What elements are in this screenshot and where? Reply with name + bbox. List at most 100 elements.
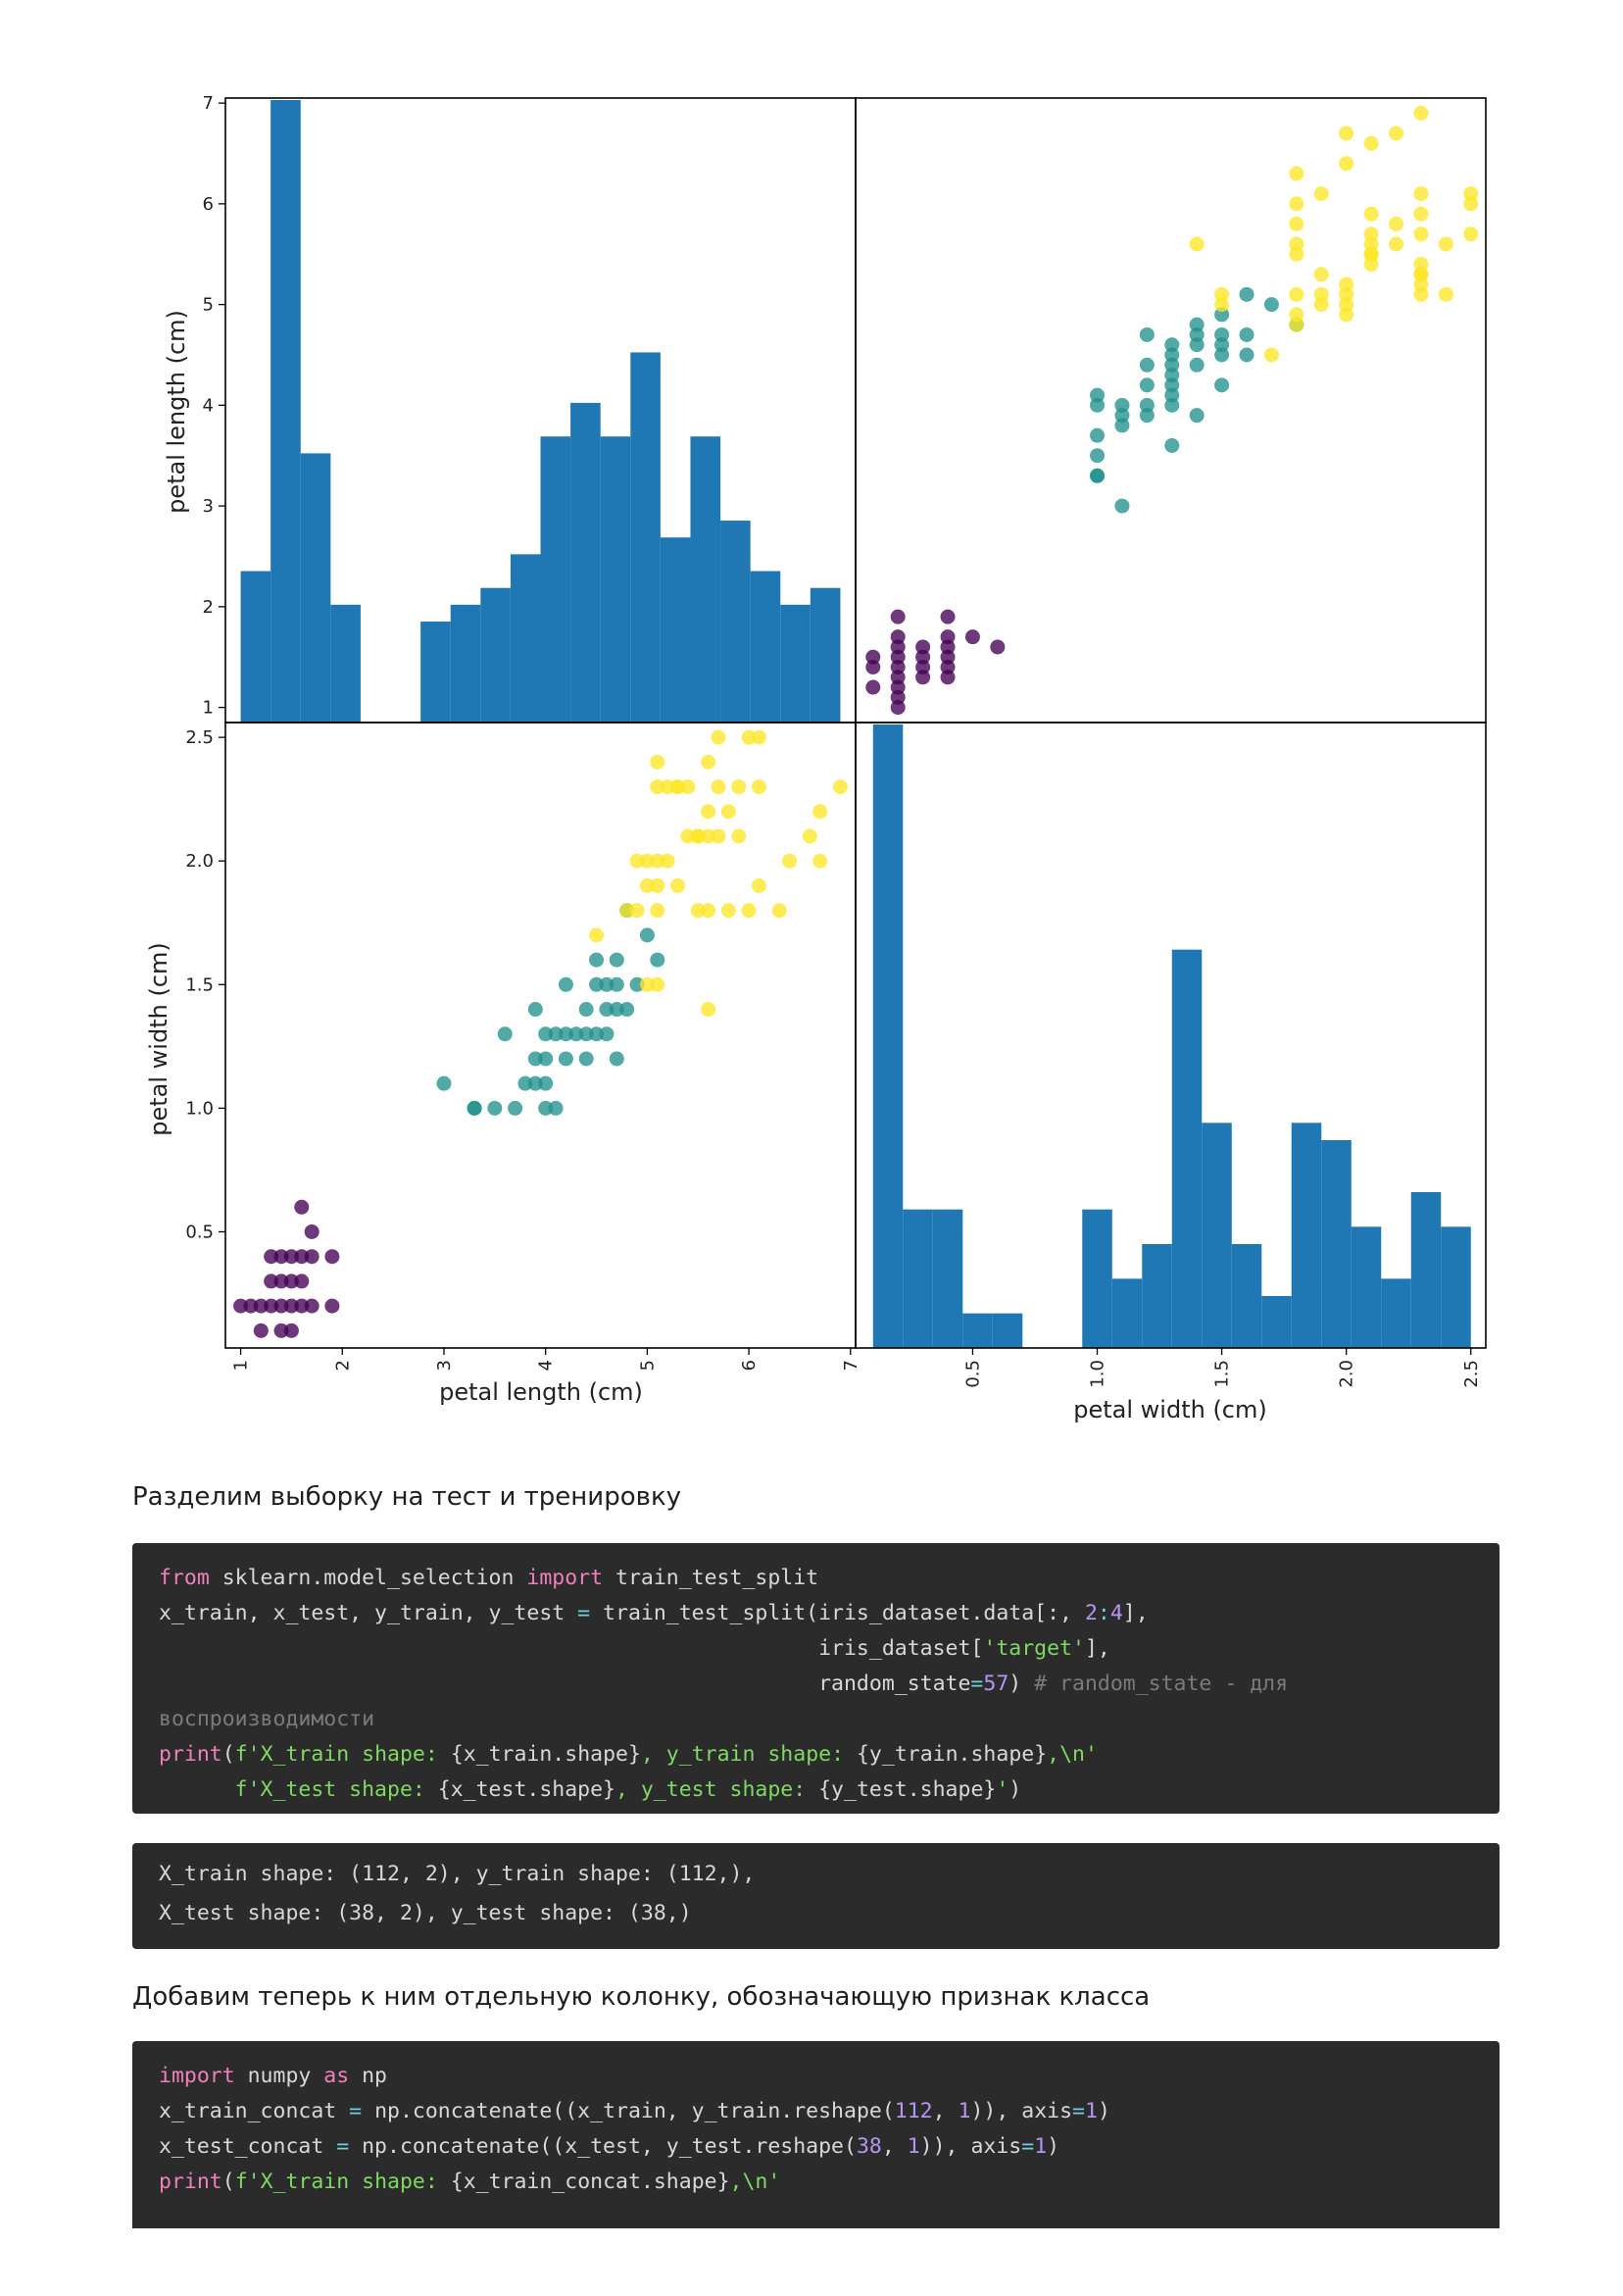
scatter-point-top-right [1339, 286, 1354, 302]
code-token-number: 38 [856, 2134, 882, 2159]
scatter-point-top-right [1090, 448, 1106, 464]
scatter-point-bottom-left [589, 952, 605, 968]
scatter-point-top-right [1389, 236, 1404, 252]
histogram-bar-pl [420, 622, 451, 723]
code-line: x_test_concat = np.concatenate((x_test, … [159, 2129, 1473, 2165]
scatter-point-bottom-left [701, 1002, 716, 1018]
scatter-point-bottom-left [771, 903, 787, 919]
code-token-plain: X_train shape: (112, 2), y_train shape: … [159, 1862, 756, 1886]
x-tick-label: 0.5 [962, 1360, 983, 1388]
scatter-point-top-right [1114, 498, 1130, 514]
scatter-point-bottom-left [609, 1002, 624, 1018]
code-token-number: 1 [1034, 2134, 1048, 2159]
scatter-point-top-right [890, 679, 906, 695]
scatter-point-top-right [1339, 156, 1354, 172]
subplot-frame [855, 722, 1487, 1349]
histogram-bar-pl [660, 537, 691, 723]
histogram-bar-pl [480, 587, 511, 723]
scatter-point-bottom-left [711, 729, 726, 745]
scatter-point-top-right [1090, 387, 1106, 403]
x-axis-label-petal-length: petal length (cm) [439, 1378, 643, 1406]
scatter-point-top-right [1164, 347, 1180, 363]
scatter-point-top-right [1389, 216, 1404, 231]
scatter-point-bottom-left [832, 779, 848, 795]
scatter-point-bottom-left [701, 828, 716, 844]
scatter-point-top-right [1438, 286, 1453, 302]
scatter-point-top-right [1214, 286, 1230, 302]
scatter-point-bottom-left [609, 1051, 624, 1067]
scatter-point-bottom-left [701, 804, 716, 820]
scatter-point-bottom-left [294, 1249, 310, 1265]
histogram-bar-pl [720, 521, 751, 723]
scatter-point-bottom-left [589, 927, 605, 943]
scatter-point-bottom-left [589, 976, 605, 992]
scatter-point-top-right [940, 659, 956, 674]
scatter-point-top-right [1363, 236, 1379, 252]
scatter-point-bottom-left [741, 903, 757, 919]
scatter-point-bottom-left [527, 1051, 543, 1067]
scatter-point-bottom-left [264, 1249, 279, 1265]
scatter-point-bottom-left [253, 1323, 269, 1338]
x-tick-label: 6 [739, 1360, 760, 1371]
scatter-point-top-right [1413, 186, 1429, 202]
code-token-plain: ], [1122, 1601, 1149, 1625]
scatter-point-top-right [1263, 347, 1279, 363]
code-token-comment: воспроизводимости [159, 1707, 375, 1731]
scatter-point-bottom-left [558, 1051, 573, 1067]
scatter-point-bottom-left [690, 903, 706, 919]
scatter-point-bottom-left [578, 1026, 594, 1042]
histogram-bar-pw [1082, 1209, 1112, 1348]
code-token-plain: , [881, 2134, 908, 2159]
y-tick-label: 1.0 [185, 1098, 214, 1119]
code-token-plain: np.concatenate((x_train, y_train.reshape… [362, 2099, 895, 2123]
code-token-op: = [336, 2134, 350, 2159]
code-block-concatenate[interactable]: import numpy as np x_train_concat = np.co… [132, 2041, 1500, 2228]
histogram-bar-pw [1142, 1244, 1172, 1348]
scatter-point-top-right [890, 639, 906, 655]
scatter-point-bottom-left [680, 779, 696, 795]
scatter-point-top-right [964, 629, 980, 645]
code-token-string: f'X_train shape: [234, 1742, 451, 1767]
y-tick-label: 6 [203, 194, 214, 215]
histogram-bar-pl [540, 436, 571, 723]
y-tick-label: 3 [203, 496, 214, 517]
scatter-point-bottom-left [467, 1100, 482, 1116]
code-token-plain: train_test_split [603, 1566, 819, 1590]
scatter-point-bottom-left [253, 1298, 269, 1314]
scatter-point-bottom-left [599, 1026, 615, 1042]
scatter-point-bottom-left [629, 903, 645, 919]
scatter-point-bottom-left [731, 828, 747, 844]
code-line: from sklearn.model_selection import trai… [159, 1561, 1473, 1596]
code-line: print(f'X_train shape: {x_train.shape}, … [159, 1737, 1473, 1772]
histogram-bar-pw [1291, 1123, 1322, 1348]
scatter-point-bottom-left [538, 1026, 554, 1042]
code-token-plain: ) [1008, 1672, 1035, 1696]
scatter-point-bottom-left [233, 1298, 249, 1314]
code-line: iris_dataset['target'], [159, 1631, 1473, 1667]
scatter-point-bottom-left [264, 1273, 279, 1289]
scatter-point-bottom-left [802, 828, 817, 844]
code-token-string: , y_test shape: [615, 1777, 819, 1802]
scatter-point-top-right [865, 649, 881, 665]
code-token-plain: ) [1047, 2134, 1060, 2159]
y-tick-label: 1.5 [185, 974, 214, 995]
code-line: X_test shape: (38, 2), y_test shape: (38… [159, 1894, 1473, 1933]
scatter-point-bottom-left [508, 1100, 523, 1116]
y-tick-label: 2.5 [185, 727, 214, 748]
scatter-point-bottom-left [619, 903, 635, 919]
histogram-bar-pw [992, 1313, 1023, 1348]
code-token-plain: iris_dataset[ [159, 1636, 984, 1661]
scatter-point-bottom-left [568, 1026, 584, 1042]
scatter-point-top-right [1189, 326, 1205, 342]
code-block-train-test-split[interactable]: from sklearn.model_selection import trai… [132, 1543, 1500, 1814]
scatter-matrix-chart: 1 2 3 4 5 6 7 0.5 1.0 1.5 2.0 2.5 1 2 3 4 5 6 7 0.5 1.0 1.5 2.… [145, 93, 1487, 1423]
code-token-plain: random_state [159, 1672, 971, 1696]
scatter-point-bottom-left [812, 804, 828, 820]
code-token-number: 1 [907, 2134, 920, 2159]
scatter-point-bottom-left [548, 1100, 564, 1116]
add-column-paragraph: Добавим теперь к ним отдельную колонку, … [132, 1982, 1151, 2012]
code-line: print(f'X_train shape: {x_train_concat.s… [159, 2165, 1473, 2200]
scatter-point-top-right [1289, 286, 1304, 302]
code-token-string: , y_train shape: [640, 1742, 857, 1767]
code-token-op: = [970, 1672, 984, 1696]
